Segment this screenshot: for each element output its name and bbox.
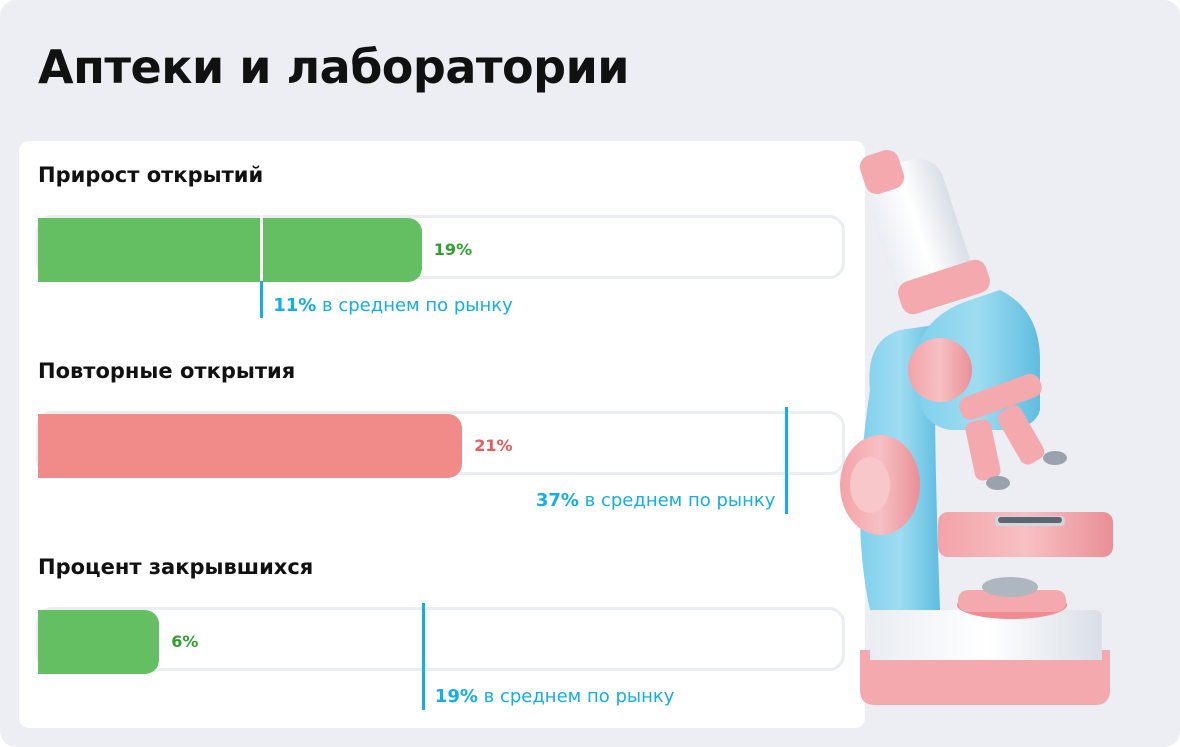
microscope-icon	[840, 149, 1113, 705]
market-average-label: 37% в среднем по рынку	[536, 490, 776, 511]
metrics-card: Прирост открытий 19% 11% в среднем по ры…	[19, 141, 865, 728]
bar-value-label: 6%	[171, 632, 199, 651]
market-average-text: в среднем по рынку	[584, 490, 776, 511]
market-marker	[421, 603, 425, 710]
bar-track	[36, 607, 845, 671]
bar-value-label: 19%	[433, 240, 473, 259]
market-average-label: 19% в среднем по рынку	[435, 686, 675, 707]
market-marker	[785, 407, 789, 514]
market-average-label: 11% в среднем по рынку	[273, 295, 513, 316]
bar-fill	[38, 414, 463, 478]
market-average-text: в среднем по рынку	[322, 295, 513, 316]
bar-fill	[38, 610, 160, 674]
market-marker-tail	[260, 281, 264, 318]
market-average-value: 19%	[434, 686, 478, 707]
market-marker	[260, 211, 264, 281]
metric-title: Прирост открытий	[38, 163, 264, 187]
metric-title: Процент закрывшихся	[38, 555, 314, 579]
market-average-value: 37%	[535, 490, 579, 511]
bar-value-label: 21%	[474, 436, 513, 455]
bar-fill	[38, 218, 422, 282]
metric-title: Повторные открытия	[38, 359, 296, 383]
market-average-value: 11%	[273, 295, 317, 316]
market-average-text: в среднем по рынку	[483, 686, 675, 707]
page-title: Аптеки и лаборатории	[38, 40, 630, 94]
